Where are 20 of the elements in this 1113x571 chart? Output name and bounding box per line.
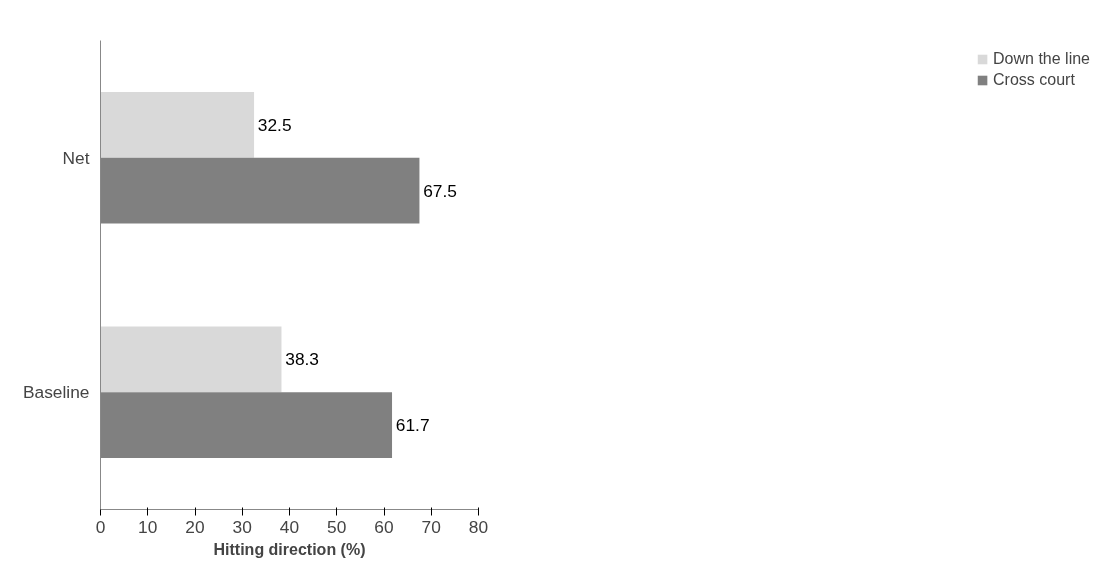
bar [100,326,282,393]
x-axis-title: Hitting direction (%) [213,540,366,558]
data-label: 38.3 [285,349,319,370]
x-tick-label: 20 [185,516,205,537]
y-tick-label: Net [62,147,90,168]
x-tick-label: 30 [232,516,252,537]
data-label: 32.5 [257,114,292,135]
legend-label: Down the line [993,50,1090,68]
x-tick-label: 10 [138,516,158,537]
x-tick-label: 40 [279,516,300,537]
x-tick-label: 0 [95,516,106,537]
y-tick-label: Baseline [23,382,90,403]
legend-label: Cross court [993,71,1075,89]
x-tick-label: 80 [468,516,489,537]
x-tick-label: 70 [421,516,441,537]
x-tick-label: 50 [327,516,347,537]
x-tick-label: 60 [374,516,394,537]
data-label: 67.5 [423,180,457,201]
bar [100,92,255,158]
data-label: 61.7 [395,415,430,436]
